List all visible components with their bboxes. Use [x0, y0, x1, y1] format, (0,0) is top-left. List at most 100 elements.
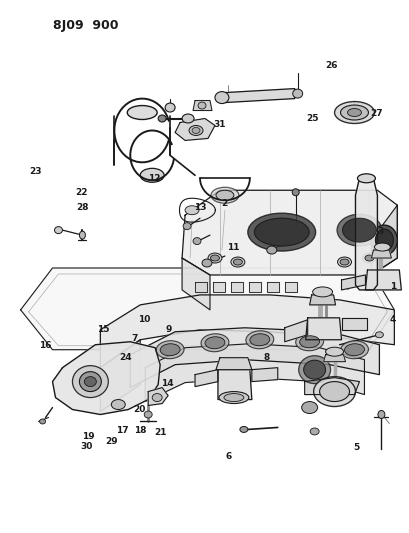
Text: 12: 12 [147, 174, 160, 183]
Ellipse shape [298, 356, 330, 384]
Polygon shape [284, 282, 296, 292]
Text: 23: 23 [29, 167, 42, 176]
Text: 8: 8 [263, 353, 269, 362]
Polygon shape [148, 387, 168, 406]
Polygon shape [341, 318, 366, 330]
Text: 21: 21 [153, 428, 166, 437]
Ellipse shape [165, 103, 175, 112]
Ellipse shape [340, 105, 368, 120]
Text: 4: 4 [389, 315, 395, 324]
Text: 18: 18 [134, 426, 146, 434]
Ellipse shape [339, 259, 348, 265]
Polygon shape [355, 179, 377, 290]
Text: 2: 2 [221, 199, 227, 208]
Ellipse shape [309, 428, 318, 435]
Polygon shape [284, 320, 307, 342]
Ellipse shape [249, 334, 269, 346]
Polygon shape [225, 88, 294, 102]
Polygon shape [212, 282, 225, 292]
Ellipse shape [160, 344, 180, 356]
Text: 15: 15 [97, 325, 110, 334]
Ellipse shape [204, 337, 225, 349]
Text: 11: 11 [227, 244, 239, 253]
Ellipse shape [39, 419, 45, 424]
Ellipse shape [347, 109, 361, 117]
Ellipse shape [245, 331, 273, 349]
Ellipse shape [312, 287, 332, 297]
Polygon shape [323, 354, 345, 362]
Text: 31: 31 [213, 119, 225, 128]
Ellipse shape [233, 259, 242, 265]
Text: 28: 28 [76, 203, 88, 212]
Ellipse shape [214, 92, 228, 103]
Ellipse shape [364, 255, 373, 261]
Text: 17: 17 [116, 426, 128, 434]
Ellipse shape [292, 189, 299, 196]
Ellipse shape [295, 333, 323, 351]
Ellipse shape [340, 341, 368, 359]
Text: 22: 22 [75, 188, 88, 197]
Ellipse shape [79, 231, 85, 239]
Ellipse shape [230, 257, 244, 267]
Text: 16: 16 [38, 341, 51, 350]
Ellipse shape [193, 238, 200, 245]
Ellipse shape [239, 426, 247, 432]
Ellipse shape [325, 347, 343, 356]
Ellipse shape [377, 410, 384, 418]
Polygon shape [364, 270, 400, 290]
Polygon shape [230, 282, 242, 292]
Ellipse shape [210, 255, 219, 261]
Ellipse shape [247, 213, 315, 251]
Ellipse shape [127, 106, 157, 119]
Ellipse shape [336, 214, 381, 246]
Polygon shape [145, 344, 364, 401]
Ellipse shape [182, 114, 193, 123]
Polygon shape [175, 118, 214, 140]
Ellipse shape [313, 377, 355, 407]
Text: 1: 1 [389, 282, 395, 291]
Polygon shape [341, 275, 364, 290]
Ellipse shape [292, 89, 302, 98]
Ellipse shape [140, 168, 164, 182]
Ellipse shape [156, 341, 184, 359]
Text: 9: 9 [165, 325, 171, 334]
Ellipse shape [254, 218, 308, 246]
Text: 25: 25 [305, 114, 317, 123]
Ellipse shape [200, 334, 228, 352]
Polygon shape [248, 282, 260, 292]
Polygon shape [195, 282, 207, 292]
Polygon shape [371, 205, 396, 275]
Text: 29: 29 [105, 437, 118, 446]
Text: 20: 20 [133, 406, 146, 415]
Polygon shape [20, 268, 393, 350]
Ellipse shape [375, 332, 382, 338]
Ellipse shape [202, 259, 211, 267]
Polygon shape [193, 101, 211, 110]
Ellipse shape [371, 225, 396, 255]
Ellipse shape [183, 223, 191, 230]
Polygon shape [371, 250, 391, 258]
Ellipse shape [218, 392, 248, 403]
Polygon shape [195, 370, 218, 386]
Text: 26: 26 [325, 61, 337, 70]
Ellipse shape [301, 401, 317, 414]
Text: 10: 10 [138, 315, 151, 324]
Text: 7: 7 [131, 334, 137, 343]
Text: 13: 13 [193, 203, 206, 212]
Ellipse shape [362, 253, 375, 263]
Ellipse shape [303, 360, 325, 379]
Ellipse shape [184, 206, 198, 215]
Ellipse shape [198, 102, 205, 109]
Ellipse shape [191, 127, 200, 133]
Ellipse shape [357, 174, 375, 183]
Polygon shape [251, 368, 277, 382]
Text: 19: 19 [82, 432, 94, 441]
Polygon shape [182, 258, 209, 310]
Ellipse shape [334, 102, 373, 124]
Ellipse shape [223, 393, 243, 401]
Ellipse shape [152, 393, 162, 401]
Ellipse shape [158, 115, 166, 122]
Ellipse shape [111, 400, 125, 409]
Polygon shape [100, 340, 140, 411]
Ellipse shape [344, 344, 364, 356]
